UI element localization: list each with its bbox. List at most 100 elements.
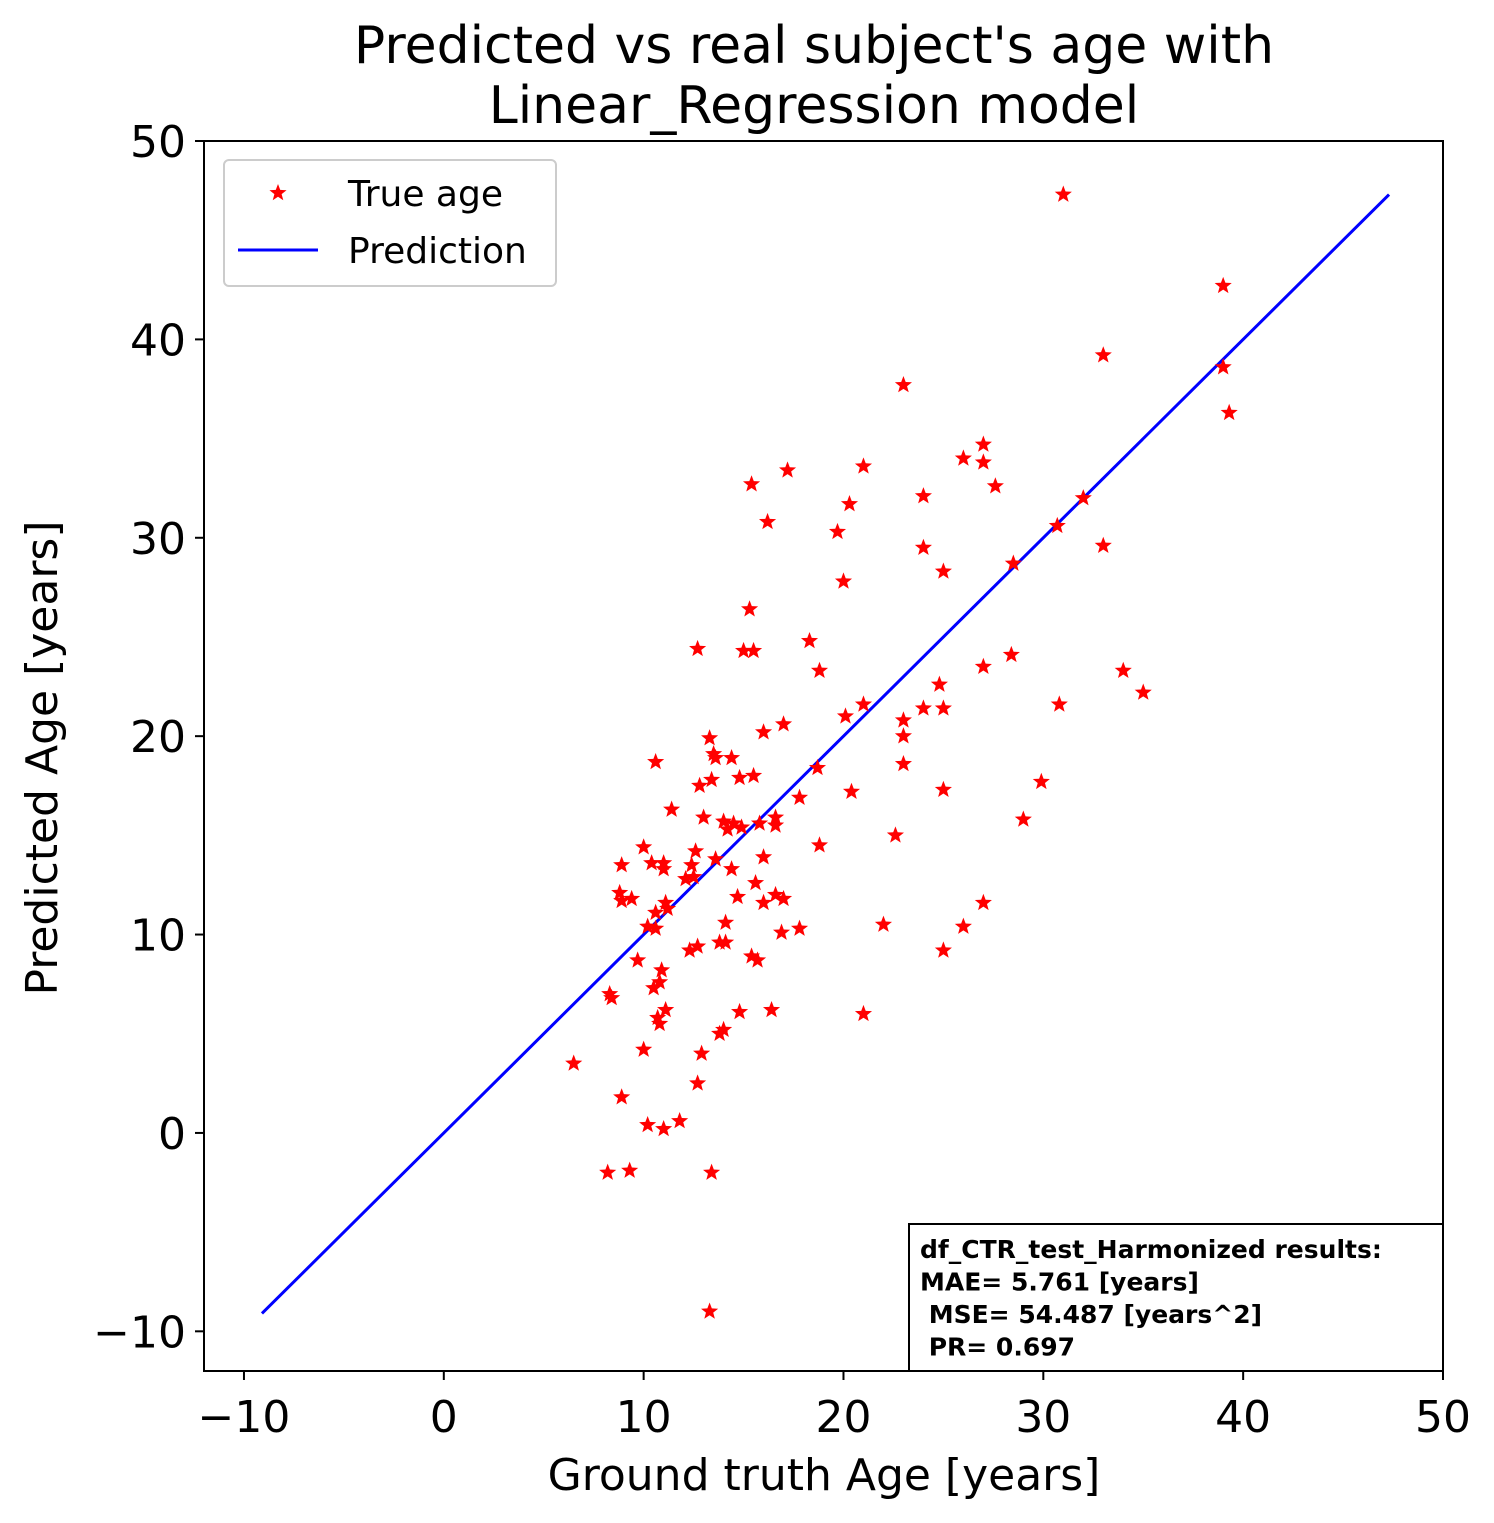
y-tick-label: 50 xyxy=(130,117,186,168)
data-point-star xyxy=(894,711,912,728)
data-point-star xyxy=(774,889,793,907)
data-point-star xyxy=(719,820,737,837)
data-point-star xyxy=(934,562,952,579)
data-point-star xyxy=(894,376,912,393)
data-point-star xyxy=(745,766,763,784)
data-point-star xyxy=(874,915,893,932)
data-point-star xyxy=(914,487,932,504)
x-tick-label: −10 xyxy=(198,1392,291,1443)
data-point-star xyxy=(934,780,952,798)
data-point-star xyxy=(840,495,859,512)
legend-label-true-age: True age xyxy=(347,174,503,215)
data-point-star xyxy=(659,899,677,917)
data-point-star xyxy=(974,893,992,911)
y-tick-label: 20 xyxy=(130,712,186,763)
data-point-star xyxy=(810,661,829,678)
data-point-star xyxy=(790,788,809,805)
data-point-star xyxy=(974,435,992,452)
data-point-star xyxy=(743,947,761,964)
data-point-star xyxy=(601,985,619,1002)
axes: −10 0 10 20 30 40 50 −10 0 10 20 30 40 50 Ground truth… xyxy=(17,117,1471,1501)
data-point-star xyxy=(683,856,701,873)
data-point-star xyxy=(1094,536,1112,553)
data-point-star xyxy=(655,860,673,877)
data-point-star xyxy=(723,748,741,766)
data-point-star xyxy=(930,675,948,692)
data-point-star xyxy=(731,768,749,786)
data-point-star xyxy=(621,1161,639,1178)
data-point-star xyxy=(613,856,631,873)
data-point-star xyxy=(687,842,705,859)
data-point-star xyxy=(894,727,912,744)
data-point-star xyxy=(663,800,681,817)
x-tick-label: 0 xyxy=(430,1392,458,1443)
data-point-star xyxy=(613,1088,631,1105)
y-tick-label: 10 xyxy=(130,911,186,962)
data-point-star xyxy=(854,457,873,474)
legend-box xyxy=(223,159,557,287)
data-point-star xyxy=(1050,695,1068,712)
data-point-star xyxy=(1054,185,1072,202)
y-tick-label: 0 xyxy=(158,1109,186,1160)
data-point-star xyxy=(828,522,847,540)
data-point-star xyxy=(735,641,753,659)
data-point-star xyxy=(695,808,713,825)
chart-title-line: Linear_Regression model xyxy=(489,76,1139,136)
data-point-star xyxy=(647,752,665,770)
data-point-star xyxy=(599,1163,617,1180)
annotation-box xyxy=(908,1223,1444,1372)
data-point-star xyxy=(645,979,663,996)
data-point-star xyxy=(717,913,735,930)
data-point-star xyxy=(1004,554,1022,571)
annotation-line: PR= 0.697 xyxy=(920,1333,1075,1362)
data-point-star xyxy=(986,477,1004,494)
legend-star-marker xyxy=(269,184,287,201)
data-point-star xyxy=(800,631,819,649)
data-point-star xyxy=(729,887,747,905)
annotation-line: MSE= 54.487 [years^2] xyxy=(920,1300,1262,1329)
data-point-star xyxy=(691,776,709,794)
data-point-star xyxy=(725,814,743,831)
x-axis-label: Ground truth Age [years] xyxy=(548,1450,1101,1501)
data-point-star xyxy=(1074,489,1092,506)
data-point-star xyxy=(1094,346,1112,363)
data-point-star xyxy=(790,919,809,936)
x-tick-label: 30 xyxy=(1015,1392,1071,1443)
data-point-star xyxy=(707,850,725,867)
data-point-star xyxy=(635,1040,653,1057)
chart-title-line: Predicted vs real subject's age with xyxy=(354,16,1274,76)
data-point-star xyxy=(750,814,769,831)
data-point-star xyxy=(754,893,773,911)
data-point-star xyxy=(1114,661,1132,678)
data-point-star xyxy=(635,838,653,855)
data-point-star xyxy=(1214,358,1232,375)
data-point-star xyxy=(894,754,912,772)
data-point-star xyxy=(745,641,763,659)
data-point-star xyxy=(762,1000,781,1018)
data-point-star xyxy=(639,1116,657,1133)
data-point-star xyxy=(954,917,972,934)
data-point-star xyxy=(701,1302,719,1319)
data-point-star xyxy=(689,937,707,954)
data-point-star xyxy=(758,512,777,530)
data-point-star xyxy=(603,989,621,1006)
y-axis-label: Predicted Age [years] xyxy=(17,520,68,995)
y-tick-label: 40 xyxy=(130,315,186,366)
x-tick-label: 50 xyxy=(1415,1392,1471,1443)
data-point-star xyxy=(934,941,952,958)
data-point-star xyxy=(1014,810,1032,827)
data-point-star xyxy=(705,745,723,762)
data-point-star xyxy=(717,933,735,950)
data-point-star xyxy=(974,657,992,675)
legend-label-prediction: Prediction xyxy=(348,231,527,272)
data-point-star xyxy=(754,723,773,740)
data-point-star xyxy=(766,885,785,903)
data-point-star xyxy=(647,919,665,936)
x-tick-label: 10 xyxy=(616,1392,672,1443)
y-tick-label: 30 xyxy=(130,514,186,565)
data-point-star xyxy=(754,848,773,865)
data-point-star xyxy=(1002,645,1020,663)
data-point-star xyxy=(711,1024,729,1042)
data-point-star xyxy=(655,1119,673,1137)
data-point-star xyxy=(565,1054,583,1071)
